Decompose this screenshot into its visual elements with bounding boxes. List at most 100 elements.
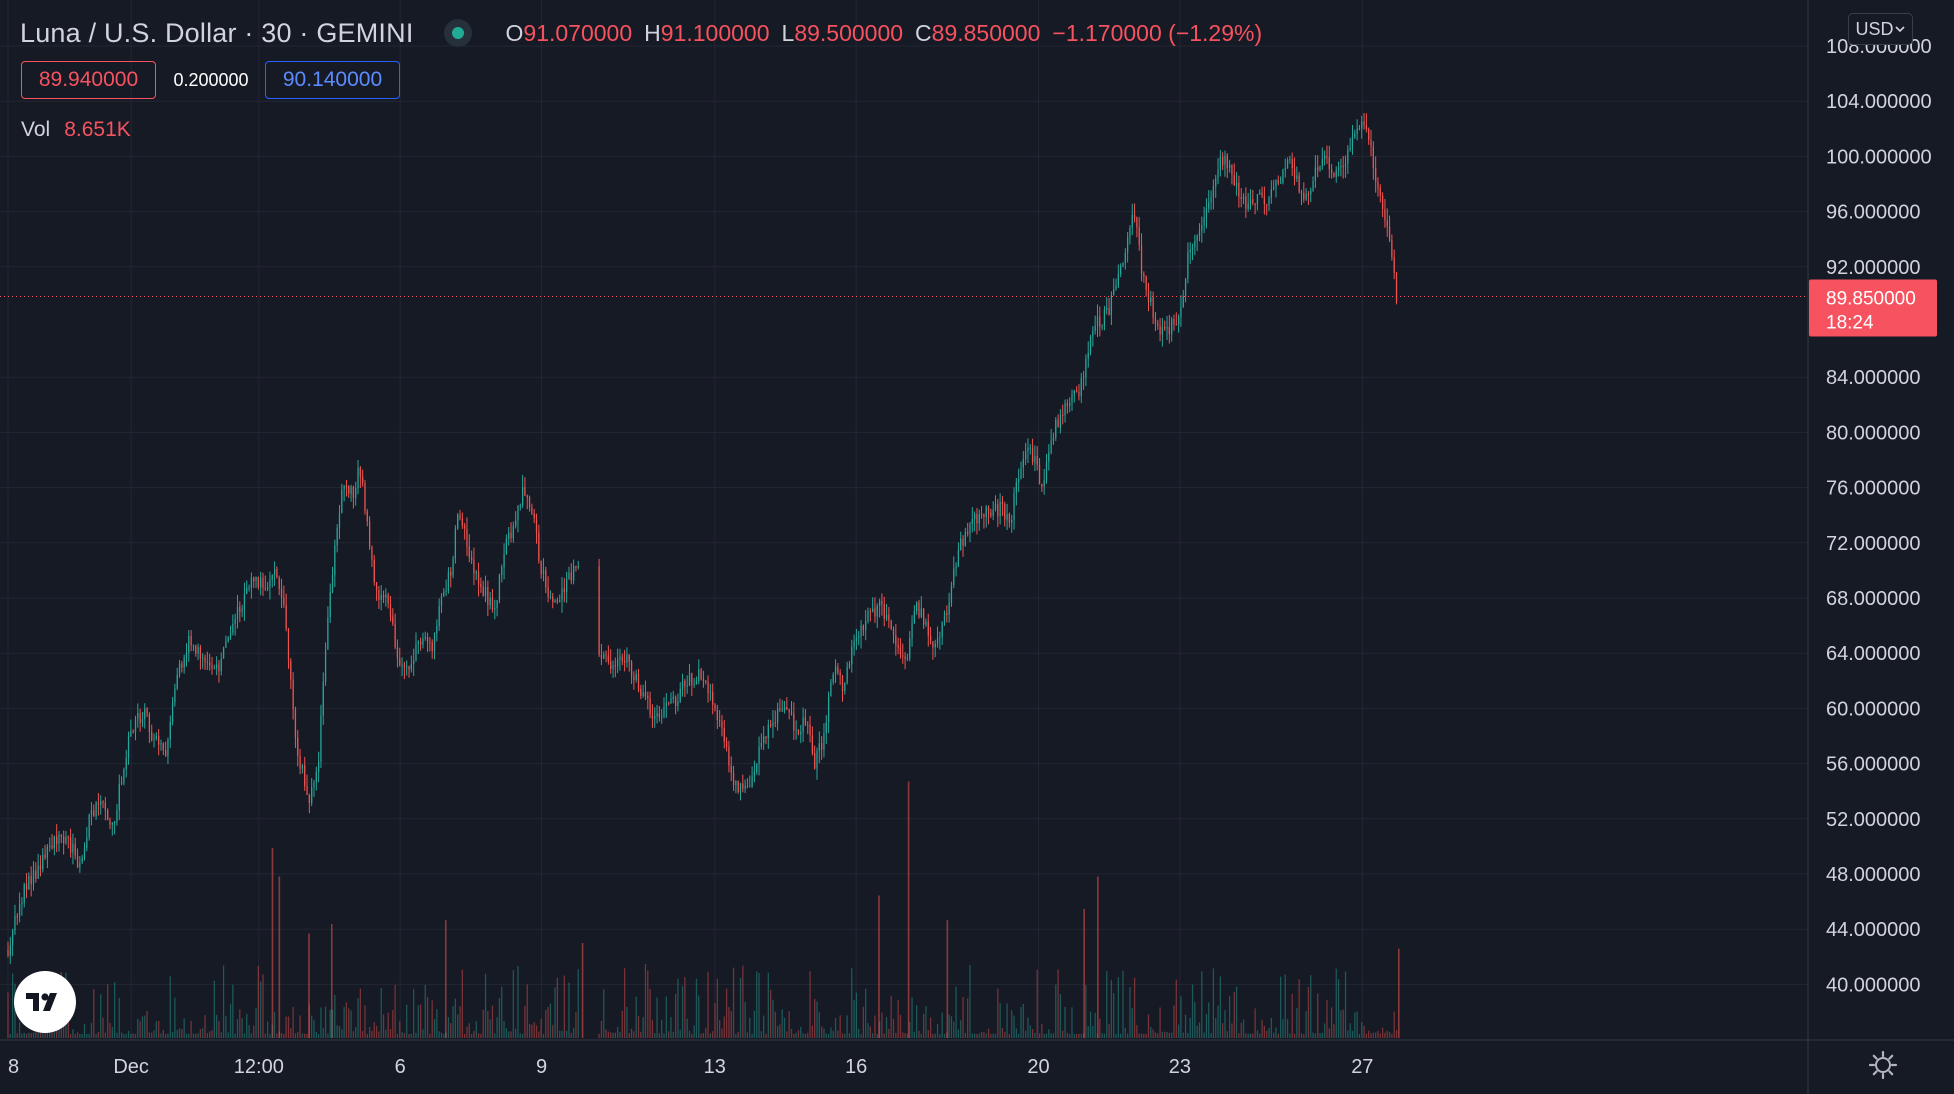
y-tick-label: 68.000000 [1826, 588, 1921, 610]
volume-legend[interactable]: Vol 8.651K [21, 118, 131, 142]
candle-body [1351, 136, 1354, 148]
candle-body [1296, 175, 1298, 179]
sell-price-button[interactable]: 89.940000 [21, 61, 156, 99]
price-axis[interactable]: 40.000000 44.000000 48.000000 52.000000 56.0… [1826, 36, 1932, 996]
candle-body [1342, 166, 1344, 168]
candle-body [287, 628, 290, 661]
volume-bar [299, 1015, 301, 1038]
candle-body [906, 658, 909, 660]
series-legend[interactable]: Luna / U.S. Dollar · 30 · GEMINI O 91.070… [20, 14, 1262, 52]
candle-body [1043, 480, 1045, 487]
volume-bar [498, 998, 501, 1038]
volume-bar [716, 978, 718, 1038]
candle-body [732, 772, 735, 786]
time-axis[interactable]: 8 Dec 12:00 6 9 13 16 20 23 27 [8, 1056, 1373, 1078]
volume-bar [107, 984, 109, 1038]
volume-bar [204, 1015, 206, 1038]
candle-body [23, 884, 25, 903]
candle-body [37, 865, 39, 879]
candle-body [837, 666, 839, 673]
candle-body [1036, 455, 1038, 465]
candle-body [93, 810, 95, 817]
candle-body [1050, 441, 1052, 453]
volume-bar [382, 1014, 385, 1038]
candle-body [814, 753, 816, 769]
tradingview-logo[interactable] [14, 971, 76, 1033]
volume-bar [21, 1033, 23, 1038]
volume-bar [301, 1033, 304, 1038]
candle-body [74, 844, 76, 856]
volume-bar [1006, 1003, 1008, 1038]
volume-bar [612, 1032, 614, 1038]
volume-bar [1235, 986, 1238, 1038]
candle-body [911, 622, 913, 639]
candle-body [1147, 289, 1150, 303]
settings-gear-icon[interactable] [1868, 1050, 1898, 1080]
volume-bar [144, 1015, 146, 1038]
candle-body [35, 870, 37, 879]
candle-body [1126, 237, 1129, 253]
volume-bar [447, 1017, 450, 1038]
candle-body [788, 709, 790, 712]
candle-body [1022, 459, 1024, 468]
buy-price-button[interactable]: 90.140000 [265, 61, 400, 99]
candle-body [728, 746, 730, 766]
candle-body [452, 558, 454, 576]
volume-bar [521, 1033, 524, 1038]
volume-bar [677, 978, 679, 1038]
candle-body [220, 658, 222, 672]
candle-body [49, 845, 51, 847]
volume-bar [250, 1033, 253, 1038]
candle-body [1233, 175, 1235, 186]
volume-bar [1307, 987, 1310, 1038]
volume-bar [1386, 1030, 1388, 1038]
candle-body [610, 661, 612, 670]
volume-value: 8.651K [64, 118, 131, 141]
volume-bar [287, 1016, 290, 1038]
volume-bar [779, 1024, 781, 1038]
candle-body [964, 532, 966, 546]
volume-bar [610, 1032, 612, 1038]
candle-body [943, 613, 946, 623]
candle-body [630, 661, 633, 677]
candle-body [60, 834, 62, 837]
candle-body [1259, 192, 1261, 195]
volume-bar [139, 1021, 141, 1038]
chevron-down-icon [1894, 26, 1905, 33]
volume-bar [661, 1019, 663, 1038]
volume-bar [1254, 1008, 1256, 1038]
candle-body [1238, 182, 1240, 198]
volume-bar [628, 1032, 630, 1038]
candle-body [431, 642, 433, 651]
volume-bar [598, 1033, 600, 1038]
candle-body [848, 664, 851, 667]
volume-bar [164, 1033, 167, 1038]
x-tick-label: 23 [1169, 1056, 1191, 1078]
volume-bar [146, 1010, 148, 1038]
candle-body [243, 593, 246, 610]
candle-body [14, 916, 16, 931]
candle-body [454, 528, 457, 559]
volume-bar [1328, 1028, 1330, 1038]
market-status-icon[interactable] [443, 19, 472, 47]
volume-bar [878, 895, 880, 1038]
candle-body [86, 837, 88, 849]
volume-bar [422, 1029, 424, 1038]
candle-body [164, 749, 167, 757]
candle-body [719, 720, 721, 722]
volume-bar [248, 1025, 250, 1038]
volume-bar [401, 1032, 403, 1038]
volume-bar [443, 1033, 445, 1038]
volume-bar [663, 1033, 665, 1038]
volume-bar [1078, 1033, 1080, 1038]
candle-body [1368, 128, 1370, 140]
symbol-title[interactable]: Luna / U.S. Dollar · 30 · GEMINI [20, 17, 414, 48]
candle-body [28, 875, 30, 890]
volume-bar [851, 968, 853, 1038]
candle-body [1391, 240, 1393, 258]
candle-body [345, 485, 348, 487]
currency-selector[interactable]: USD [1848, 13, 1913, 45]
candle-body [1386, 220, 1388, 227]
candle-body [359, 467, 361, 477]
